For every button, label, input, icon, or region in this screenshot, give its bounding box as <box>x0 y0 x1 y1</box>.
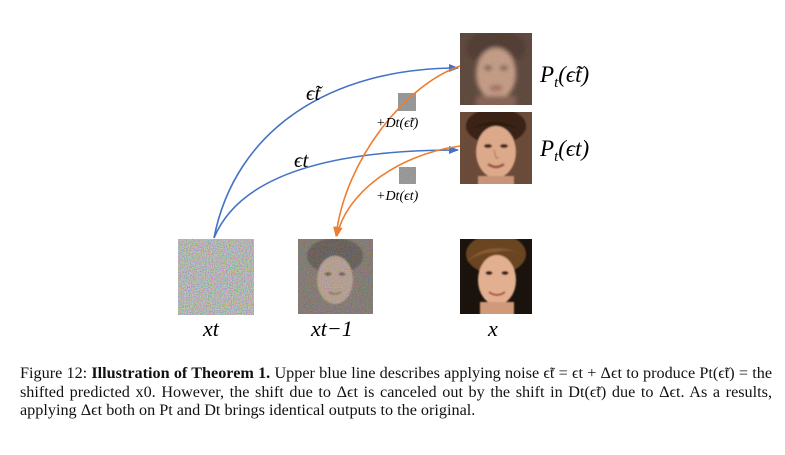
caption-title: Illustration of Theorem 1. <box>91 364 271 382</box>
caption-prefix: Figure 12: <box>20 364 88 382</box>
original-face-image-x <box>460 239 532 314</box>
label-P-tilde: Pt(ϵ̃t) <box>539 62 589 91</box>
predicted-shifted-face-image <box>460 33 532 105</box>
label-xt: xt <box>202 316 220 341</box>
label-eps-tilde: ϵ̃t <box>306 81 323 105</box>
noisy-face-image-xt-1 <box>298 239 373 314</box>
label-xt-1: xt−1 <box>310 316 353 341</box>
orange-arrow-from-clean <box>334 145 461 237</box>
blue-arrow-eps-tilde <box>213 64 459 239</box>
label-x: x <box>487 316 498 341</box>
predicted-face-image <box>460 112 532 184</box>
theorem-illustration-figure: ϵ̃t ϵt Pt(ϵ̃t) Pt(ϵt) +Dt(ϵ̃t) +Dt(ϵt) x… <box>178 33 589 341</box>
figure-caption: Figure 12: Illustration of Theorem 1. Up… <box>20 364 772 420</box>
noise-image-xt <box>178 239 254 315</box>
label-D-tilde: +Dt(ϵ̃t) <box>376 116 419 131</box>
label-P: Pt(ϵt) <box>539 136 589 165</box>
label-D: +Dt(ϵt) <box>376 189 419 204</box>
label-eps: ϵt <box>294 148 309 172</box>
caption-text: Upper blue line describes applying noise… <box>20 364 773 419</box>
orange-arrow-from-shifted <box>333 65 461 237</box>
blue-arrow-eps <box>213 146 459 239</box>
